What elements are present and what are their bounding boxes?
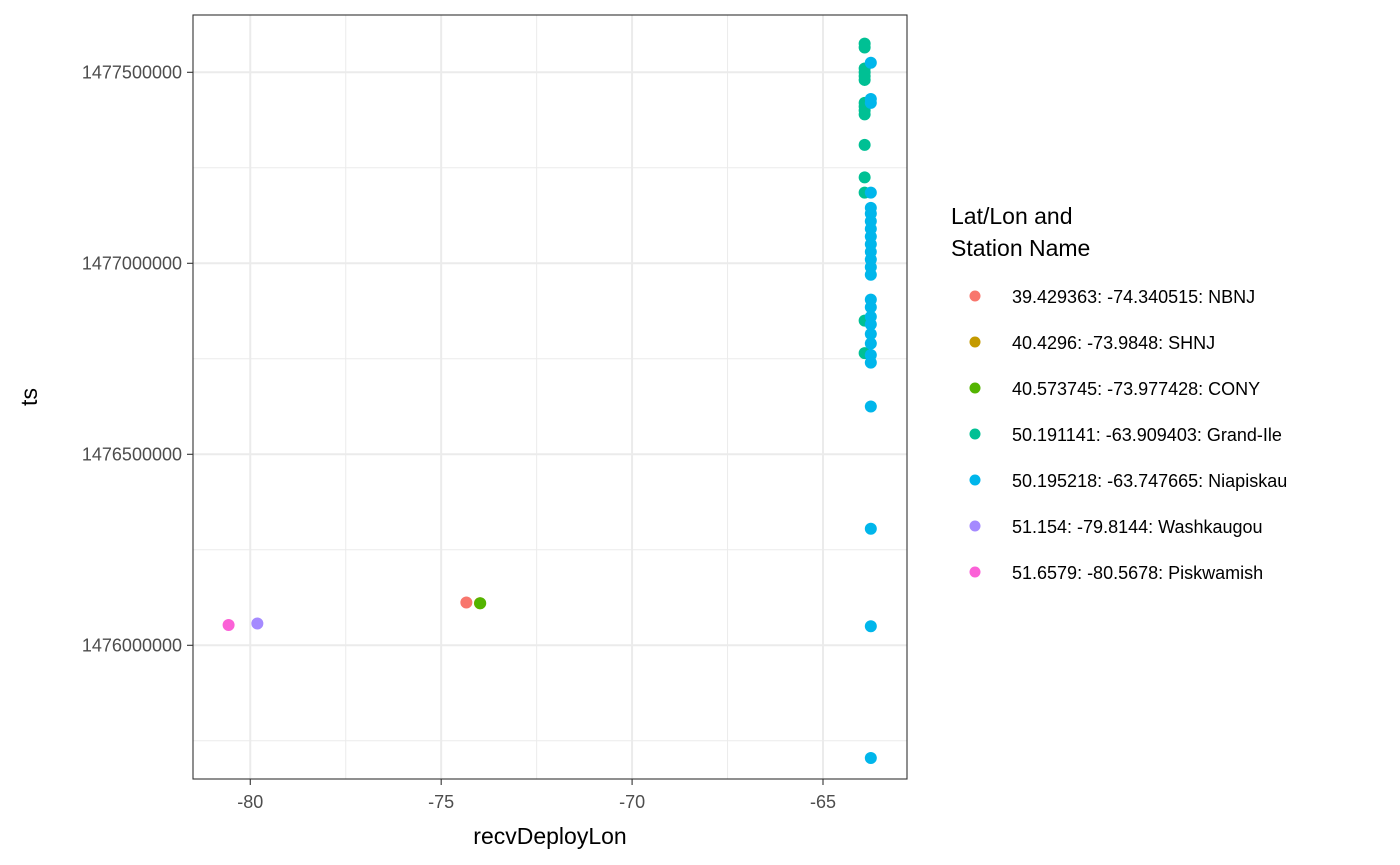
- legend-item: 50.191141: -63.909403: Grand-Ile: [969, 425, 1282, 445]
- legend-item: 39.429363: -74.340515: NBNJ: [969, 287, 1255, 307]
- legend-key: [969, 290, 981, 302]
- legend-key: [969, 520, 981, 532]
- y-tick-label: 1476500000: [82, 444, 182, 464]
- grid-major: [193, 15, 907, 779]
- legend-key: [969, 336, 981, 348]
- data-point: [864, 186, 877, 199]
- x-axis-title: recvDeployLon: [473, 823, 626, 849]
- data-point: [864, 751, 877, 764]
- data-point: [864, 522, 877, 535]
- legend-key: [969, 474, 981, 486]
- x-tick-label: -75: [428, 792, 454, 812]
- legend-item: 40.573745: -73.977428: CONY: [969, 379, 1260, 399]
- legend-label: 50.191141: -63.909403: Grand-Ile: [1012, 425, 1282, 445]
- data-point: [864, 96, 877, 109]
- y-axis-ticks: 1476000000 1476500000 1477000000 1477500000: [82, 62, 193, 655]
- legend-title-line-1: Lat/Lon and: [951, 203, 1073, 229]
- data-point: [858, 108, 871, 121]
- legend-label: 39.429363: -74.340515: NBNJ: [1012, 287, 1255, 307]
- legend-item: 51.154: -79.8144: Washkaugou: [969, 517, 1263, 537]
- data-point: [864, 400, 877, 413]
- data-point: [864, 356, 877, 369]
- data-point: [474, 597, 487, 610]
- data-point: [222, 619, 235, 632]
- x-tick-label: -70: [619, 792, 645, 812]
- legend-key: [969, 428, 981, 440]
- legend-label: 51.6579: -80.5678: Piskwamish: [1012, 563, 1263, 583]
- series-points: [864, 56, 877, 764]
- data-point: [858, 73, 871, 86]
- data-point: [864, 301, 877, 314]
- legend-label: 40.4296: -73.9848: SHNJ: [1012, 333, 1215, 353]
- data-point: [864, 327, 877, 340]
- series-points: [251, 617, 264, 630]
- series-points: [474, 597, 487, 610]
- y-axis-title: ts: [16, 388, 42, 406]
- legend: Lat/Lon and Station Name 39.429363: -74.…: [951, 203, 1287, 583]
- legend-label: 50.195218: -63.747665: Niapiskau: [1012, 471, 1287, 491]
- plot-panel-border: [192, 14, 908, 780]
- data-point: [858, 41, 871, 54]
- data-point: [858, 171, 871, 184]
- legend-label: 51.154: -79.8144: Washkaugou: [1012, 517, 1263, 537]
- data-point: [864, 337, 877, 350]
- legend-title-line-2: Station Name: [951, 235, 1090, 261]
- legend-item: 50.195218: -63.747665: Niapiskau: [969, 471, 1287, 491]
- data-point: [858, 138, 871, 151]
- y-tick-label: 1477500000: [82, 62, 182, 82]
- data-point: [864, 56, 877, 69]
- data-point: [460, 596, 473, 609]
- data-point: [251, 617, 264, 630]
- legend-title: Lat/Lon and Station Name: [951, 203, 1090, 261]
- x-tick-label: -65: [810, 792, 836, 812]
- data-point: [864, 318, 877, 331]
- series-points: [222, 619, 235, 632]
- grid-minor: [193, 15, 907, 779]
- series-points: [460, 596, 473, 609]
- data-point: [864, 620, 877, 633]
- legend-item: 40.4296: -73.9848: SHNJ: [969, 333, 1215, 353]
- x-axis-ticks: -80 -75 -70 -65: [237, 779, 836, 812]
- legend-label: 40.573745: -73.977428: CONY: [1012, 379, 1260, 399]
- legend-key: [969, 566, 981, 578]
- legend-key: [969, 382, 981, 394]
- data-points: [222, 37, 877, 764]
- data-point: [864, 268, 877, 281]
- x-tick-label: -80: [237, 792, 263, 812]
- legend-items: 39.429363: -74.340515: NBNJ 40.4296: -73.…: [969, 287, 1287, 583]
- y-tick-label: 1477000000: [82, 253, 182, 273]
- legend-item: 51.6579: -80.5678: Piskwamish: [969, 563, 1263, 583]
- y-tick-label: 1476000000: [82, 635, 182, 655]
